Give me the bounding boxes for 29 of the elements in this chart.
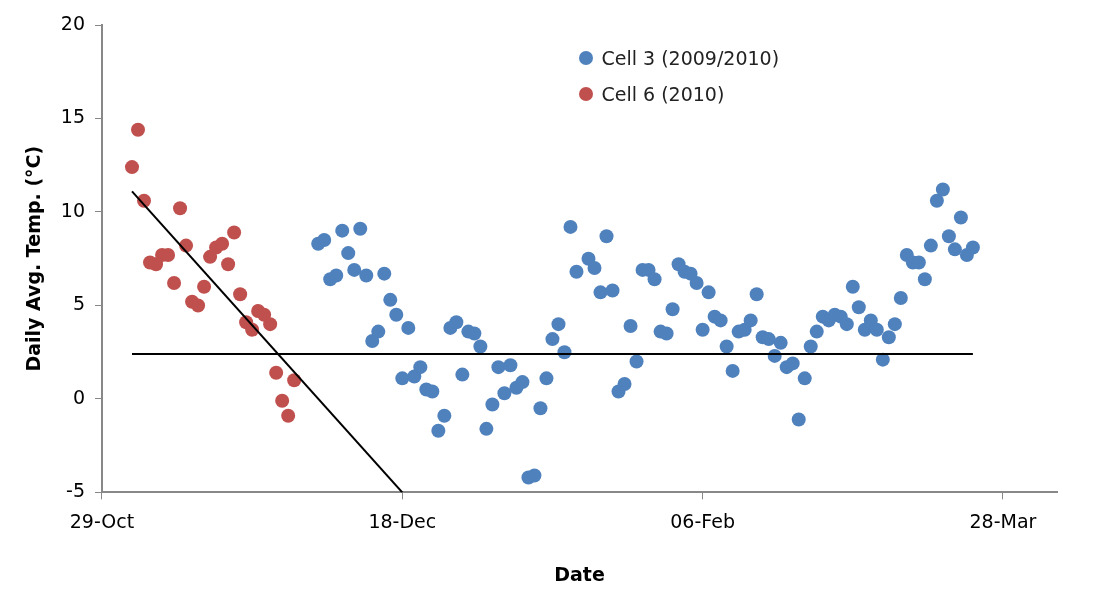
legend-label: Cell 3 (2009/2010) [601,47,780,69]
y-tick-label: 0 [72,385,85,408]
point [233,287,248,302]
x-tick-label: 29-Oct [69,509,135,532]
y-tick-label: 10 [60,198,85,221]
point [275,393,290,408]
y-tick-label: 5 [72,292,85,315]
x-tick-label: 18-Dec [368,509,437,532]
y-tick-label: 20 [60,11,85,34]
point [281,408,296,423]
legend-label: Cell 6 (2010) [601,83,725,105]
point [197,279,212,294]
point [221,257,236,272]
point [131,122,146,137]
x-tick-label: 28-Mar [969,509,1037,532]
x-tick-label: 06-Feb [670,509,735,532]
point [125,160,140,175]
x-axis-title: Date [554,562,605,585]
point [263,317,278,332]
y-axis-title: Daily Avg. Temp. (°C) [22,145,45,372]
y-tick-label: -5 [66,479,85,502]
point [269,365,284,380]
y-tick-label: 15 [60,105,85,128]
point [173,201,188,216]
point [227,225,242,240]
point [167,276,182,291]
point [203,249,218,264]
point [215,236,230,251]
point [191,298,206,313]
